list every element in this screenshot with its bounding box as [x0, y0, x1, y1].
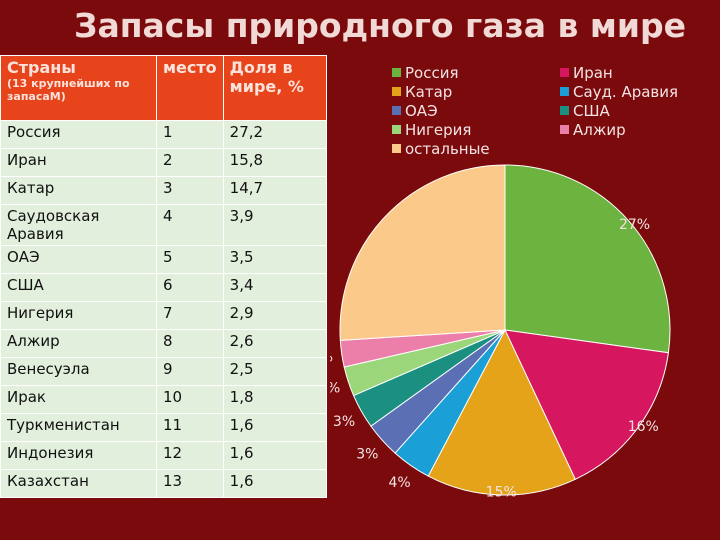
cell-country: Ирак [0, 385, 157, 414]
cell-place: 13 [155, 469, 224, 498]
cell-share: 2,6 [222, 329, 328, 358]
cell-place: 7 [155, 301, 224, 330]
table-row: Туркменистан 11 1,6 [0, 413, 328, 442]
cell-country: Нигерия [0, 301, 157, 330]
cell-country: Казахстан [0, 469, 157, 498]
table-row: Катар 3 14,7 [0, 176, 328, 205]
pie-slice [427, 328, 576, 496]
cell-country: Туркменистан [0, 413, 157, 442]
cell-country: Алжир [0, 329, 157, 358]
cell-share: 1,6 [222, 441, 328, 470]
legend-swatch [392, 87, 401, 96]
legend-swatch [560, 87, 569, 96]
legend-label: Сауд. Аравия [573, 83, 678, 101]
pie-chart: Россия Иран Катар Сауд. Аравия ОАЭ США Нигерия… [330, 64, 678, 501]
table-row: Индонезия 12 1,6 [0, 441, 328, 470]
cell-place: 6 [155, 273, 224, 302]
slice-label: 3% [356, 447, 378, 463]
slice-label: 3% [330, 381, 340, 397]
legend-label: Россия [405, 64, 459, 82]
table-row: Саудовская Аравия 4 3,9 [0, 204, 328, 246]
cell-place: 1 [155, 120, 224, 149]
legend-label: остальные [405, 140, 490, 158]
table-row: Иран 2 15,8 [0, 148, 328, 177]
cell-country: Индонезия [0, 441, 157, 470]
legend-swatch [560, 106, 569, 115]
cell-share: 1,6 [222, 413, 328, 442]
cell-country: ОАЭ [0, 245, 157, 274]
table-row: Нигерия 7 2,9 [0, 301, 328, 330]
cell-place: 4 [155, 204, 224, 246]
cell-place: 10 [155, 385, 224, 414]
cell-country: США [0, 273, 157, 302]
cell-place: 3 [155, 176, 224, 205]
header-place: место [155, 55, 224, 121]
legend-label: Катар [405, 83, 452, 101]
header-share: Доля в мире, % [222, 55, 328, 121]
table-row: ОАЭ 5 3,5 [0, 245, 328, 274]
legend-label: Нигерия [405, 121, 471, 139]
legend-swatch [392, 144, 401, 153]
table-row: Россия 1 27,2 [0, 120, 328, 149]
cell-share: 3,5 [222, 245, 328, 274]
cell-country: Венесуэла [0, 357, 157, 386]
header-country: Страны (13 крупнейших по запасаМ) [0, 55, 157, 121]
cell-place: 11 [155, 413, 224, 442]
legend-swatch [392, 106, 401, 115]
legend-swatch [560, 125, 569, 134]
slice-label: 4% [388, 475, 410, 491]
gas-reserves-table: Страны (13 крупнейших по запасаМ) место Д… [0, 55, 328, 498]
legend-label: США [573, 102, 611, 120]
table-row: Венесуэла 9 2,5 [0, 357, 328, 386]
slice-label: 3% [333, 414, 355, 430]
cell-share: 14,7 [222, 176, 328, 205]
legend-swatch [392, 68, 401, 77]
cell-place: 5 [155, 245, 224, 274]
legend-label: ОАЭ [405, 102, 438, 120]
cell-country: Россия [0, 120, 157, 149]
table-row: США 6 3,4 [0, 273, 328, 302]
pie-slice [504, 164, 671, 354]
legend-swatch [392, 125, 401, 134]
pie-slice [504, 329, 669, 480]
cell-country: Иран [0, 148, 157, 177]
cell-country: Саудовская Аравия [0, 204, 157, 246]
slide-title: Запасы природного газа в мире [74, 6, 686, 45]
cell-share: 3,9 [222, 204, 328, 246]
legend-swatch [560, 68, 569, 77]
legend-label: Алжир [573, 121, 626, 139]
cell-share: 3,4 [222, 273, 328, 302]
pie-slice [339, 164, 506, 341]
cell-share: 1,6 [222, 469, 328, 498]
cell-share: 15,8 [222, 148, 328, 177]
table-row: Казахстан 13 1,6 [0, 469, 328, 498]
cell-share: 1,8 [222, 385, 328, 414]
cell-place: 2 [155, 148, 224, 177]
cell-place: 12 [155, 441, 224, 470]
cell-share: 2,9 [222, 301, 328, 330]
slice-label: 27% [619, 217, 650, 233]
cell-share: 2,5 [222, 357, 328, 386]
cell-place: 9 [155, 357, 224, 386]
legend-label: Иран [573, 64, 613, 82]
table-row: Ирак 10 1,8 [0, 385, 328, 414]
slice-label: 16% [628, 419, 659, 435]
slice-label: 15% [486, 485, 517, 501]
cell-country: Катар [0, 176, 157, 205]
cell-share: 27,2 [222, 120, 328, 149]
table-row: Алжир 8 2,6 [0, 329, 328, 358]
slice-label: 3% [330, 350, 333, 366]
cell-place: 8 [155, 329, 224, 358]
